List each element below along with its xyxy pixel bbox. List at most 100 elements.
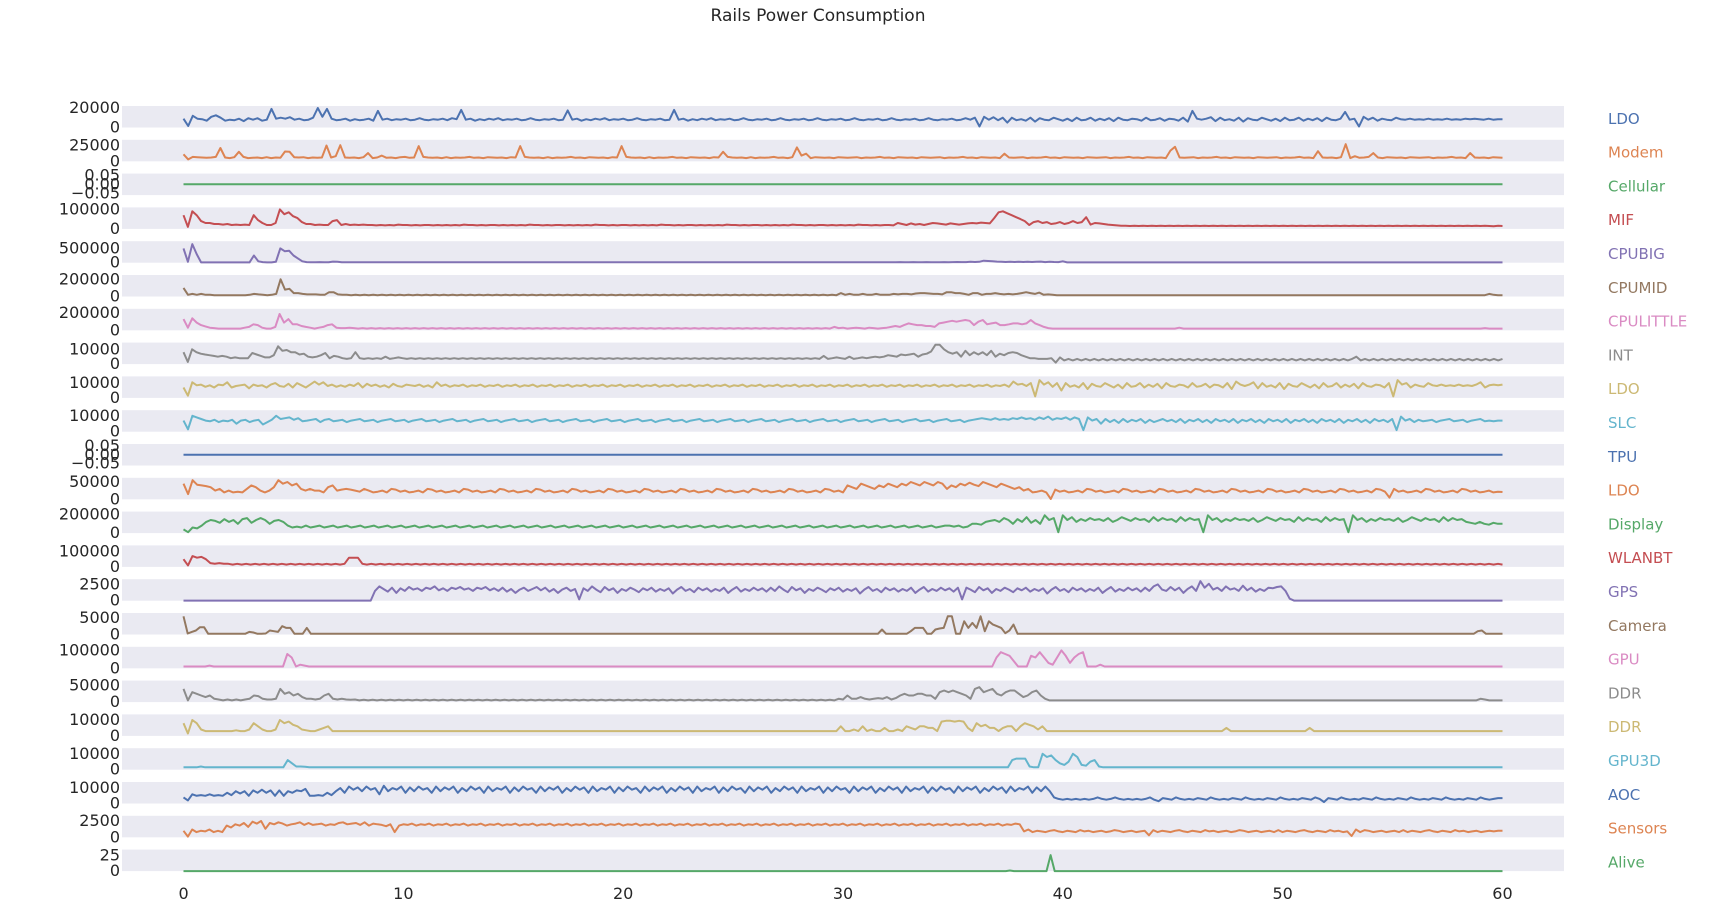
y-tick-label: 0 bbox=[110, 760, 120, 779]
panel-background bbox=[122, 646, 1564, 669]
y-tick-label: 100000 bbox=[59, 542, 120, 561]
y-tick-label: 200000 bbox=[59, 269, 120, 288]
series-label: Display bbox=[1608, 515, 1663, 533]
y-tick-label: 2500 bbox=[79, 574, 120, 593]
series-line bbox=[182, 686, 1503, 702]
series-line bbox=[182, 208, 1503, 228]
y-tick-label: 200000 bbox=[59, 303, 120, 322]
y-tick-label: 0 bbox=[110, 151, 120, 170]
y-tick-label: 10000 bbox=[69, 744, 120, 763]
y-tick-label: 0 bbox=[110, 287, 120, 306]
y-tick-label: 25000 bbox=[69, 135, 120, 154]
y-tick-label: 0 bbox=[110, 861, 120, 880]
series-label: MIF bbox=[1608, 211, 1634, 229]
y-tick-label: 0 bbox=[110, 253, 120, 272]
x-tick-label: 60 bbox=[1492, 884, 1512, 903]
panel-background bbox=[122, 714, 1564, 736]
y-tick-label: 0 bbox=[110, 794, 120, 813]
panel-background bbox=[122, 308, 1564, 331]
panel-background bbox=[122, 477, 1564, 500]
y-tick-label: 200000 bbox=[59, 504, 120, 523]
panel-background bbox=[122, 815, 1564, 838]
y-tick-label: 50000 bbox=[69, 676, 120, 695]
y-tick-label: 10000 bbox=[69, 778, 120, 797]
series-label: LDO bbox=[1608, 380, 1640, 398]
series-line bbox=[182, 243, 1503, 264]
y-tick-label: 100000 bbox=[59, 640, 120, 659]
panel-background bbox=[122, 139, 1564, 162]
y-tick-label: 0 bbox=[110, 658, 120, 677]
y-tick-label: 2500 bbox=[79, 811, 120, 830]
series-line bbox=[182, 379, 1503, 398]
y-tick-label: 0.05 bbox=[84, 436, 120, 455]
series-label: INT bbox=[1608, 346, 1634, 364]
y-tick-label: 0 bbox=[110, 523, 120, 542]
series-label: LDO bbox=[1608, 110, 1640, 128]
series-line bbox=[183, 854, 1503, 873]
panel-background bbox=[122, 849, 1564, 872]
series-line bbox=[182, 278, 1503, 297]
panel-background bbox=[122, 241, 1564, 263]
series-label: WLANBT bbox=[1608, 549, 1673, 567]
y-tick-label: 20000 bbox=[69, 98, 120, 117]
y-tick-label: 0 bbox=[110, 219, 120, 238]
x-tick-label: 30 bbox=[833, 884, 853, 903]
y-tick-label: 0 bbox=[110, 625, 120, 644]
series-label: Alive bbox=[1608, 853, 1645, 871]
series-label: GPU3D bbox=[1608, 752, 1661, 770]
rail-panel: −0.050.000.05 TPU bbox=[71, 436, 1637, 473]
panel-background bbox=[122, 680, 1564, 703]
y-tick-label: 25 bbox=[100, 846, 120, 865]
series-label: GPS bbox=[1608, 583, 1638, 601]
y-tick-label: −0.05 bbox=[71, 454, 120, 473]
rail-panel: 025 Alive bbox=[100, 846, 1645, 880]
series-label: CPUMID bbox=[1608, 279, 1667, 297]
y-tick-label: 50000 bbox=[69, 472, 120, 491]
y-tick-label: 10000 bbox=[69, 406, 120, 425]
x-tick-label: 40 bbox=[1053, 884, 1073, 903]
series-label: CPULITTLE bbox=[1608, 313, 1687, 331]
rail-panel: −0.050.000.05 Cellular bbox=[71, 165, 1666, 202]
series-line bbox=[182, 820, 1503, 838]
y-tick-label: 5000 bbox=[79, 608, 120, 627]
series-line bbox=[183, 580, 1503, 602]
series-label: Cellular bbox=[1608, 177, 1666, 195]
series-line bbox=[183, 752, 1503, 769]
y-tick-label: 0.00 bbox=[84, 445, 120, 464]
y-tick-label: 100000 bbox=[59, 199, 120, 218]
x-tick-label: 50 bbox=[1272, 884, 1292, 903]
x-tick-label: 10 bbox=[393, 884, 413, 903]
series-line bbox=[183, 649, 1503, 668]
y-tick-label: 0 bbox=[110, 422, 120, 441]
series-label: CPUBIG bbox=[1608, 245, 1665, 263]
series-label: AOC bbox=[1608, 786, 1640, 804]
y-tick-label: 0 bbox=[110, 118, 120, 137]
panel-background bbox=[122, 376, 1564, 398]
series-label: SLC bbox=[1608, 414, 1636, 432]
series-line bbox=[182, 514, 1503, 534]
y-tick-label: 0.05 bbox=[84, 165, 120, 184]
series-label: Modem bbox=[1608, 144, 1663, 162]
series-line bbox=[182, 343, 1503, 364]
y-tick-label: 0 bbox=[110, 827, 120, 846]
y-tick-label: 0 bbox=[110, 354, 120, 373]
series-label: DDR bbox=[1608, 684, 1642, 702]
chart-title: Rails Power Consumption bbox=[711, 6, 926, 26]
series-line bbox=[182, 143, 1503, 161]
series-line bbox=[182, 479, 1503, 500]
x-tick-label: 0 bbox=[178, 884, 188, 903]
